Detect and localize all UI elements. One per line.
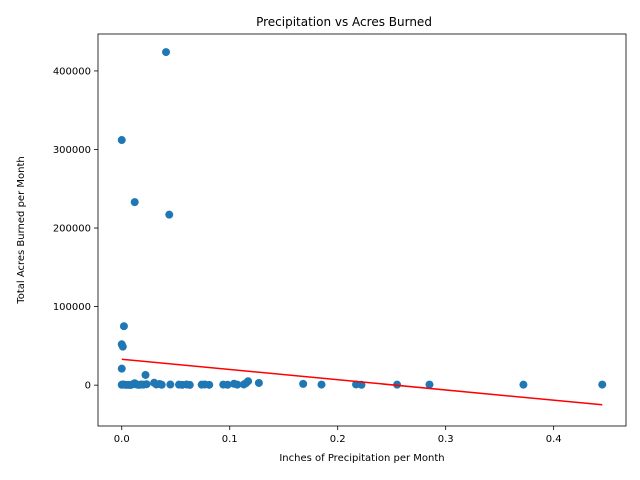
- data-point: [205, 380, 214, 389]
- data-point: [141, 370, 150, 379]
- data-point: [142, 380, 151, 389]
- y-tick-label: 0: [85, 381, 91, 392]
- data-point: [117, 136, 126, 145]
- data-point: [519, 380, 528, 389]
- x-tick-label: 0.4: [546, 434, 562, 445]
- data-point: [299, 379, 308, 388]
- data-point: [118, 342, 127, 351]
- y-tick-label: 300000: [53, 145, 91, 156]
- x-tick-label: 0.2: [330, 434, 346, 445]
- data-point: [130, 198, 139, 207]
- data-point: [157, 380, 166, 389]
- x-tick-label: 0.1: [222, 434, 238, 445]
- data-point: [317, 380, 326, 389]
- data-point: [254, 378, 263, 387]
- data-point: [244, 377, 253, 386]
- data-point: [119, 322, 128, 331]
- axis-ticks: 0.0 0.1 0.2 0.3 0.4 0 100000 200000 300000 400000: [53, 66, 562, 445]
- data-point: [166, 380, 175, 389]
- data-point: [162, 48, 171, 57]
- x-axis-label: Inches of Precipitation per Month: [279, 453, 444, 464]
- trend-line: [121, 358, 603, 406]
- y-tick-label: 400000: [53, 66, 91, 77]
- y-axis-label: Total Acres Burned per Month: [16, 156, 27, 304]
- x-tick-label: 0.0: [114, 434, 130, 445]
- axes-frame: [97, 33, 627, 427]
- data-point: [233, 380, 242, 389]
- y-tick-label: 200000: [53, 224, 91, 235]
- data-point: [185, 380, 194, 389]
- x-tick-label: 0.3: [438, 434, 454, 445]
- data-point: [223, 380, 232, 389]
- y-tick-label: 100000: [53, 302, 91, 313]
- data-point: [598, 380, 607, 389]
- data-point: [165, 210, 174, 219]
- data-point: [425, 380, 434, 389]
- plot-area: [117, 48, 607, 406]
- chart-title: Precipitation vs Acres Burned: [256, 15, 432, 29]
- data-point: [117, 364, 126, 373]
